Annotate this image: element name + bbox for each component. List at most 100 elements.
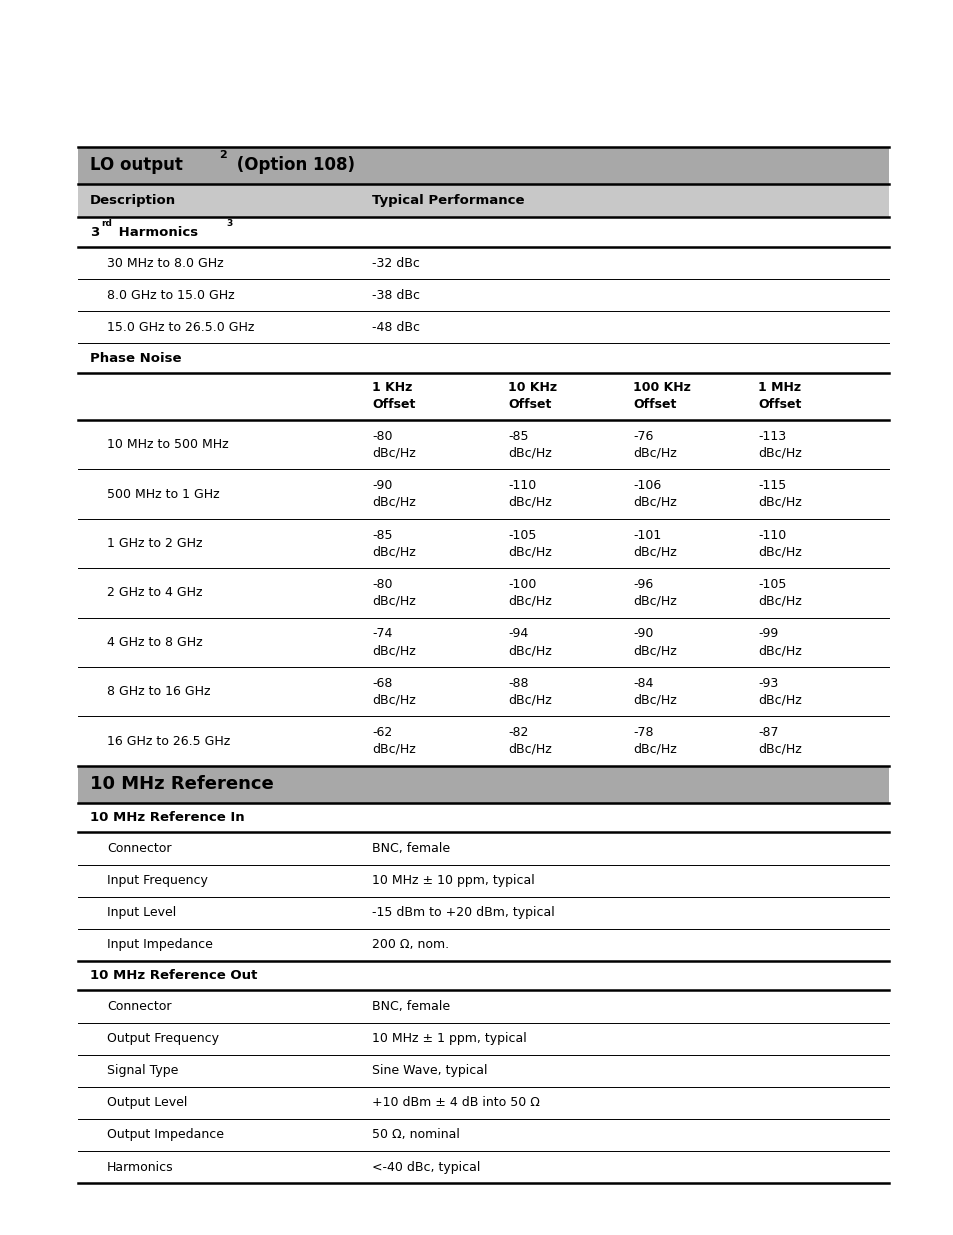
Text: Signal Type: Signal Type xyxy=(107,1065,178,1077)
Text: dBc/Hz: dBc/Hz xyxy=(508,546,552,558)
Text: dBc/Hz: dBc/Hz xyxy=(758,447,801,459)
Text: dBc/Hz: dBc/Hz xyxy=(372,496,416,509)
Text: -105: -105 xyxy=(758,578,786,590)
Text: -32 dBc: -32 dBc xyxy=(372,257,419,269)
Text: -101: -101 xyxy=(633,529,661,541)
Text: dBc/Hz: dBc/Hz xyxy=(758,743,801,756)
Bar xyxy=(78,766,888,803)
Text: -88: -88 xyxy=(508,677,528,689)
Text: dBc/Hz: dBc/Hz xyxy=(633,546,677,558)
Text: 2: 2 xyxy=(219,151,227,161)
Text: dBc/Hz: dBc/Hz xyxy=(758,496,801,509)
Text: -96: -96 xyxy=(633,578,653,590)
Bar xyxy=(78,184,888,217)
Text: -110: -110 xyxy=(758,529,786,541)
Text: dBc/Hz: dBc/Hz xyxy=(372,595,416,608)
Text: 10 MHz ± 10 ppm, typical: 10 MHz ± 10 ppm, typical xyxy=(372,874,535,887)
Text: dBc/Hz: dBc/Hz xyxy=(372,546,416,558)
Text: dBc/Hz: dBc/Hz xyxy=(508,496,552,509)
Text: -90: -90 xyxy=(372,479,392,492)
Text: +10 dBm ± 4 dB into 50 Ω: +10 dBm ± 4 dB into 50 Ω xyxy=(372,1097,539,1109)
Text: 10 KHz: 10 KHz xyxy=(508,382,557,394)
Text: -78: -78 xyxy=(633,726,653,739)
Text: dBc/Hz: dBc/Hz xyxy=(758,694,801,706)
Text: (Option 108): (Option 108) xyxy=(231,157,355,174)
Text: 3: 3 xyxy=(226,219,233,227)
Text: 3: 3 xyxy=(90,226,99,238)
Text: -62: -62 xyxy=(372,726,392,739)
Text: dBc/Hz: dBc/Hz xyxy=(372,447,416,459)
Text: Input Frequency: Input Frequency xyxy=(107,874,208,887)
Text: 8.0 GHz to 15.0 GHz: 8.0 GHz to 15.0 GHz xyxy=(107,289,234,301)
Text: dBc/Hz: dBc/Hz xyxy=(508,595,552,608)
Text: dBc/Hz: dBc/Hz xyxy=(508,743,552,756)
Text: Sine Wave, typical: Sine Wave, typical xyxy=(372,1065,487,1077)
Text: 50 Ω, nominal: 50 Ω, nominal xyxy=(372,1129,459,1141)
Text: dBc/Hz: dBc/Hz xyxy=(508,694,552,706)
Text: Offset: Offset xyxy=(372,399,415,411)
Text: Connector: Connector xyxy=(107,1000,172,1013)
Text: LO output: LO output xyxy=(90,157,182,174)
Text: Harmonics: Harmonics xyxy=(113,226,197,238)
Text: dBc/Hz: dBc/Hz xyxy=(633,743,677,756)
Text: 2 GHz to 4 GHz: 2 GHz to 4 GHz xyxy=(107,587,202,599)
Text: -80: -80 xyxy=(372,578,392,590)
Text: 10 MHz ± 1 ppm, typical: 10 MHz ± 1 ppm, typical xyxy=(372,1032,526,1045)
Text: dBc/Hz: dBc/Hz xyxy=(633,496,677,509)
Text: dBc/Hz: dBc/Hz xyxy=(758,595,801,608)
Text: 30 MHz to 8.0 GHz: 30 MHz to 8.0 GHz xyxy=(107,257,223,269)
Text: -80: -80 xyxy=(372,430,392,442)
Text: 1 KHz: 1 KHz xyxy=(372,382,412,394)
Text: 500 MHz to 1 GHz: 500 MHz to 1 GHz xyxy=(107,488,219,500)
Text: Phase Noise: Phase Noise xyxy=(90,352,181,364)
Text: dBc/Hz: dBc/Hz xyxy=(508,645,552,657)
Text: -48 dBc: -48 dBc xyxy=(372,321,419,333)
Text: dBc/Hz: dBc/Hz xyxy=(758,645,801,657)
Text: Input Impedance: Input Impedance xyxy=(107,939,213,951)
Bar xyxy=(78,147,888,184)
Text: Harmonics: Harmonics xyxy=(107,1161,173,1173)
Text: -90: -90 xyxy=(633,627,653,640)
Text: 8 GHz to 16 GHz: 8 GHz to 16 GHz xyxy=(107,685,210,698)
Text: -115: -115 xyxy=(758,479,786,492)
Text: BNC, female: BNC, female xyxy=(372,842,450,855)
Text: -94: -94 xyxy=(508,627,528,640)
Text: -99: -99 xyxy=(758,627,778,640)
Text: Output Impedance: Output Impedance xyxy=(107,1129,224,1141)
Text: Typical Performance: Typical Performance xyxy=(372,194,524,207)
Text: BNC, female: BNC, female xyxy=(372,1000,450,1013)
Text: -76: -76 xyxy=(633,430,653,442)
Text: 1 MHz: 1 MHz xyxy=(758,382,801,394)
Text: 15.0 GHz to 26.5.0 GHz: 15.0 GHz to 26.5.0 GHz xyxy=(107,321,253,333)
Text: -68: -68 xyxy=(372,677,392,689)
Text: -15 dBm to +20 dBm, typical: -15 dBm to +20 dBm, typical xyxy=(372,906,555,919)
Text: -38 dBc: -38 dBc xyxy=(372,289,419,301)
Text: <-40 dBc, typical: <-40 dBc, typical xyxy=(372,1161,480,1173)
Text: -85: -85 xyxy=(508,430,528,442)
Text: 1 GHz to 2 GHz: 1 GHz to 2 GHz xyxy=(107,537,202,550)
Text: -84: -84 xyxy=(633,677,653,689)
Text: 16 GHz to 26.5 GHz: 16 GHz to 26.5 GHz xyxy=(107,735,230,747)
Text: Description: Description xyxy=(90,194,175,207)
Text: dBc/Hz: dBc/Hz xyxy=(633,694,677,706)
Text: dBc/Hz: dBc/Hz xyxy=(633,645,677,657)
Text: -82: -82 xyxy=(508,726,528,739)
Text: dBc/Hz: dBc/Hz xyxy=(372,743,416,756)
Text: Output Frequency: Output Frequency xyxy=(107,1032,218,1045)
Text: -113: -113 xyxy=(758,430,785,442)
Text: 10 MHz to 500 MHz: 10 MHz to 500 MHz xyxy=(107,438,228,451)
Text: 10 MHz Reference In: 10 MHz Reference In xyxy=(90,811,244,824)
Text: Offset: Offset xyxy=(758,399,801,411)
Text: -85: -85 xyxy=(372,529,392,541)
Text: dBc/Hz: dBc/Hz xyxy=(508,447,552,459)
Text: dBc/Hz: dBc/Hz xyxy=(633,447,677,459)
Text: Offset: Offset xyxy=(633,399,676,411)
Text: -74: -74 xyxy=(372,627,392,640)
Text: dBc/Hz: dBc/Hz xyxy=(372,694,416,706)
Text: Input Level: Input Level xyxy=(107,906,176,919)
Text: -105: -105 xyxy=(508,529,537,541)
Text: 200 Ω, nom.: 200 Ω, nom. xyxy=(372,939,449,951)
Text: rd: rd xyxy=(101,219,112,227)
Text: -110: -110 xyxy=(508,479,537,492)
Text: Connector: Connector xyxy=(107,842,172,855)
